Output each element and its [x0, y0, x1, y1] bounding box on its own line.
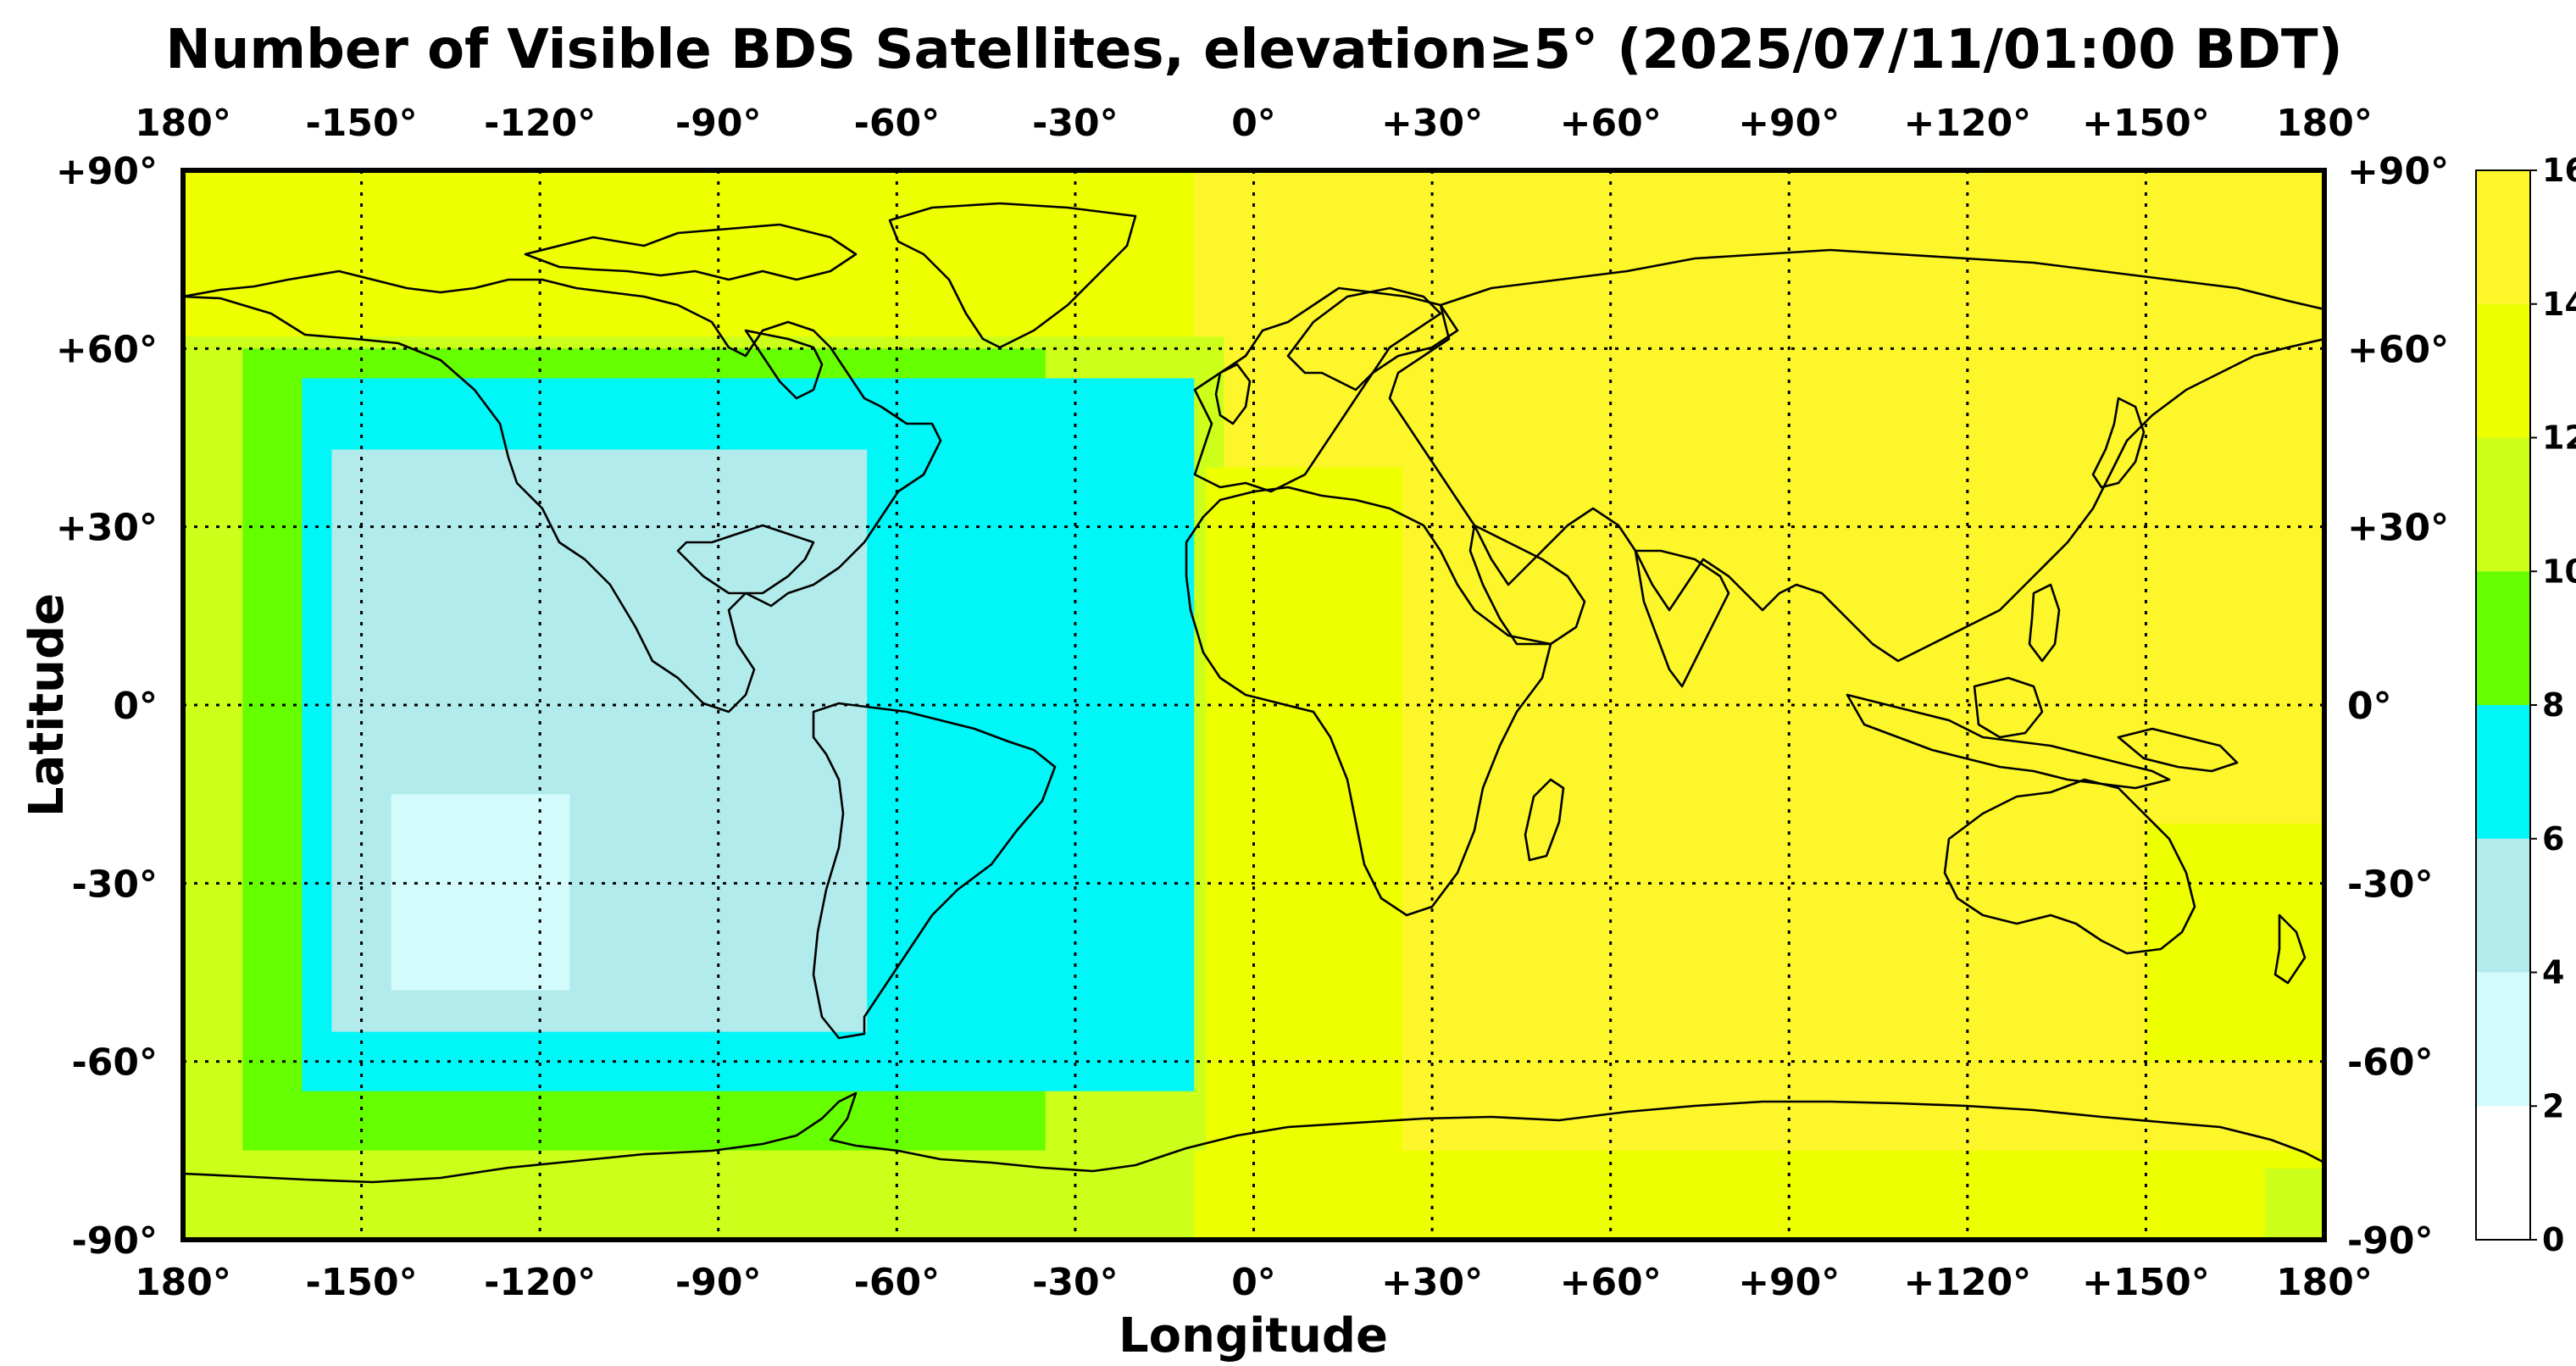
colorbar-bin [2476, 705, 2530, 839]
x-tick-label-bottom: +30° [1381, 1261, 1483, 1304]
colorbar: 0 2 4 6 8 10 12 14 16 [2475, 152, 2576, 1258]
colorbar-tick-label: 10 [2542, 553, 2576, 590]
coastline-africa [1185, 486, 1552, 917]
colorbar-bin [2476, 303, 2530, 438]
x-tick-label-bottom: -120° [484, 1261, 596, 1304]
x-tick-label-bottom: +60° [1560, 1261, 1662, 1304]
coastline-south-america [812, 702, 1057, 1040]
x-tick-label-top: -60° [854, 102, 941, 145]
y-tick-label-left: 0° [113, 685, 158, 728]
coastline-antarctica [183, 1091, 2324, 1184]
y-tick-label-right: +30° [2347, 507, 2449, 550]
field-region-11 [2264, 1168, 2324, 1240]
x-tick-label-top: 180° [135, 102, 231, 145]
coastline-arabia [1468, 524, 1586, 646]
x-tick-label-top: +120° [1903, 102, 2031, 145]
y-tick-label-right: +90° [2347, 150, 2449, 193]
coastline-uk [1214, 363, 1252, 425]
y-tick-label-left: +30° [56, 507, 158, 550]
x-axis-label: Longitude [1119, 1308, 1388, 1363]
x-tick-label-bottom: 180° [2276, 1261, 2373, 1304]
x-tick-label-top: 0° [1231, 102, 1276, 145]
x-tick-label-bottom: +120° [1903, 1261, 2031, 1304]
coastline-hudson-bay [744, 329, 824, 400]
y-tick-label-right: -60° [2347, 1041, 2434, 1085]
x-tick-label-top: +60° [1560, 102, 1662, 145]
coastline-japan [2091, 397, 2146, 489]
coastlines [183, 202, 2324, 1184]
coastline-asia [1388, 248, 2324, 663]
x-tick-label-bottom: -60° [854, 1261, 941, 1304]
coastline-scandinavia [1286, 286, 1442, 391]
graticule [183, 170, 2324, 1240]
x-tick-label-bottom: +90° [1738, 1261, 1840, 1304]
x-tick-label-bottom: 180° [135, 1261, 231, 1304]
colorbar-bin [2476, 571, 2530, 705]
colorbar-tick-label: 2 [2542, 1087, 2564, 1124]
colorbar-bin [2476, 838, 2530, 973]
y-tick-label-right: -30° [2347, 863, 2434, 906]
x-tick-label-top: +150° [2082, 102, 2210, 145]
x-tick-label-bottom: -150° [306, 1261, 418, 1304]
coastline-gulf-of-mexico [676, 524, 815, 595]
coastline-india [1634, 549, 1730, 688]
field-region-10 [2146, 824, 2324, 1062]
map-frame [180, 168, 2327, 1242]
y-tick-label-right: -90° [2347, 1219, 2434, 1263]
coastline-north-america [183, 269, 942, 714]
x-tick-label-top: -30° [1032, 102, 1119, 145]
coastline-borneo [1973, 676, 2044, 739]
field-region-7 [1206, 467, 1402, 1240]
colorbar-tick-label: 8 [2542, 686, 2564, 724]
field-region-9 [183, 1150, 1195, 1240]
y-tick-label-left: -90° [72, 1219, 158, 1263]
colorbar-tick-label: 14 [2542, 286, 2576, 323]
axis-ticks: 180° 180° -150° -150° -120° -120° -90° -90° -60°… [56, 102, 2449, 1304]
y-tick-label-left: +60° [56, 328, 158, 371]
coastline-new-guinea [2117, 727, 2239, 773]
x-tick-label-bottom: -90° [675, 1261, 762, 1304]
coastline-madagascar [1524, 778, 1565, 862]
x-tick-label-bottom: -30° [1032, 1261, 1119, 1304]
field-region-1 [183, 170, 1195, 349]
coastline-indonesia [1846, 693, 2171, 790]
coastline-new-zealand [2273, 913, 2307, 985]
colorbar-tick-label: 0 [2542, 1221, 2564, 1258]
y-tick-label-left: +90° [56, 150, 158, 193]
x-tick-label-top: -120° [484, 102, 596, 145]
y-axis-label: Latitude [19, 593, 75, 817]
colorbar-tick-label: 6 [2542, 820, 2564, 858]
coastline-greenland [888, 202, 1137, 349]
y-tick-label-left: -30° [72, 863, 158, 906]
colorbar-bin [2476, 437, 2530, 572]
coastline-philippines [2028, 583, 2061, 663]
map-plot-area [183, 170, 2324, 1240]
x-tick-label-top: -150° [306, 102, 418, 145]
colorbar-bin [2476, 170, 2530, 304]
x-tick-label-top: +90° [1738, 102, 1840, 145]
x-tick-label-top: +30° [1381, 102, 1483, 145]
x-tick-label-bottom: 0° [1231, 1261, 1276, 1304]
x-tick-label-top: -90° [675, 102, 762, 145]
y-tick-label-left: -60° [72, 1041, 158, 1085]
coastline-australia [1943, 778, 2196, 955]
field-region-6 [391, 794, 570, 991]
colorbar-tick-label: 4 [2542, 954, 2564, 991]
colorbar-tick-label: 16 [2542, 152, 2576, 189]
colorbar-bin [2476, 972, 2530, 1107]
colorbar-bin [2476, 1106, 2530, 1240]
coastline-arctic-islands [524, 223, 858, 281]
colorbar-tick-label: 12 [2542, 419, 2576, 457]
y-tick-label-right: 0° [2347, 685, 2392, 728]
x-tick-label-bottom: +150° [2082, 1261, 2210, 1304]
chart-title: Number of Visible BDS Satellites, elevat… [165, 19, 2343, 81]
x-tick-label-top: 180° [2276, 102, 2373, 145]
coastline-europe [1193, 286, 1459, 493]
y-tick-label-right: +60° [2347, 328, 2449, 371]
